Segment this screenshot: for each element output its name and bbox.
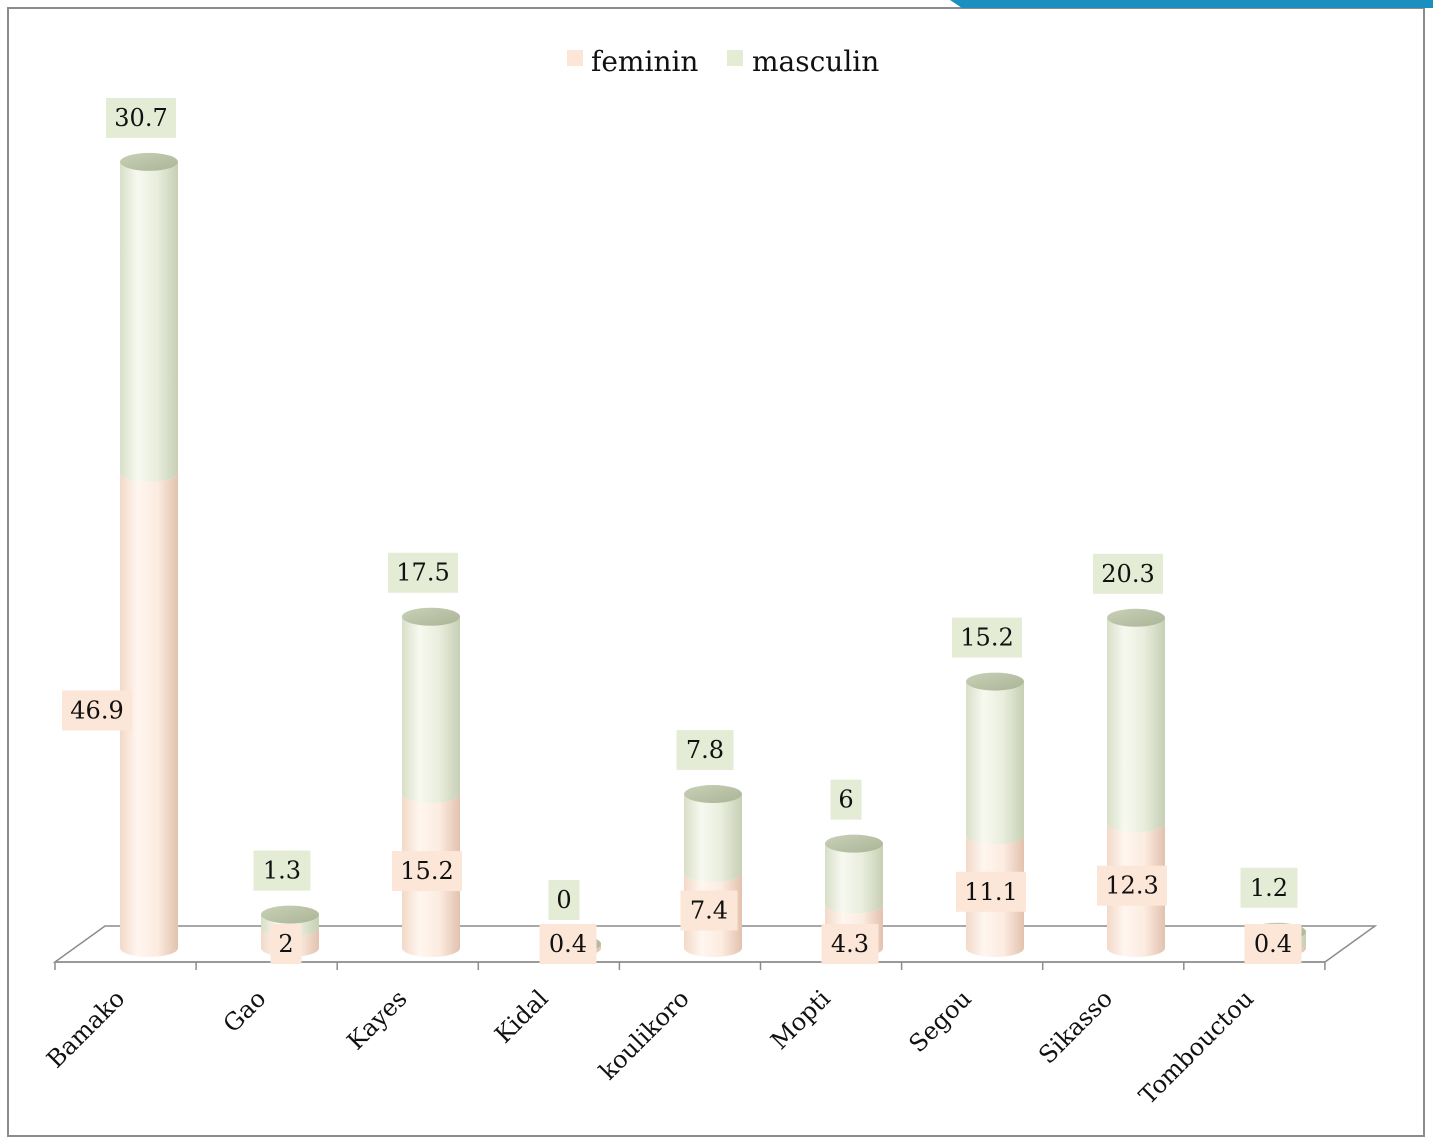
data-label-masculin-kayes: 17.5 bbox=[388, 552, 458, 593]
data-label-masculin-mopti: 6 bbox=[830, 779, 862, 820]
bar-top-cap-koulikoro bbox=[684, 785, 742, 804]
x-tick-label-koulikoro: koulikoro bbox=[594, 984, 695, 1085]
data-label-masculin-segou: 15.2 bbox=[952, 617, 1022, 658]
data-label-feminin-kayes: 15.2 bbox=[392, 851, 462, 892]
x-tick-label-kayes: Kayes bbox=[342, 984, 413, 1055]
x-axis-ticks bbox=[54, 962, 1326, 970]
data-label-masculin-kidal: 0 bbox=[548, 879, 580, 920]
data-label-masculin-segou-bg bbox=[952, 617, 1022, 658]
bar-masculin-sikasso bbox=[1107, 617, 1165, 833]
legend-swatch-feminin bbox=[567, 50, 583, 66]
data-label-feminin-segou-text: 11.1 bbox=[964, 878, 1017, 906]
x-tick-label-mopti: Mopti bbox=[765, 984, 836, 1055]
data-label-feminin-koulikoro: 7.4 bbox=[680, 890, 738, 931]
bar-group-kayes bbox=[402, 607, 460, 957]
data-label-masculin-gao-text: 1.3 bbox=[263, 857, 301, 885]
data-label-feminin-koulikoro-bg bbox=[680, 890, 738, 931]
data-label-feminin-kidal: 0.4 bbox=[539, 924, 597, 964]
data-label-masculin-tombouctou-text: 1.2 bbox=[1250, 874, 1288, 902]
data-label-feminin-mopti: 4.3 bbox=[821, 924, 879, 964]
x-tick-label-tombouctou: Tombouctou bbox=[1134, 984, 1260, 1110]
data-label-masculin-koulikoro-bg bbox=[676, 730, 734, 771]
x-tick-label-segou: Segou bbox=[903, 984, 976, 1057]
data-label-feminin-gao-text: 2 bbox=[278, 930, 293, 958]
data-label-masculin-koulikoro-text: 7.8 bbox=[686, 736, 724, 764]
data-label-feminin-bamako-bg bbox=[62, 690, 132, 731]
data-label-feminin-sikasso-bg bbox=[1097, 865, 1167, 906]
data-label-feminin-bamako: 46.9 bbox=[62, 690, 132, 731]
bar-group-segou bbox=[966, 672, 1024, 957]
bar-group-sikasso bbox=[1107, 608, 1165, 957]
x-tick-labels-layer: Bamako Gao Kayes Kidal koulikoro Mopti Segou Si… bbox=[41, 984, 1259, 1110]
data-label-feminin-koulikoro-text: 7.4 bbox=[690, 897, 728, 925]
data-label-masculin-kidal-bg bbox=[548, 879, 580, 920]
bar-feminin-bamako bbox=[120, 472, 178, 957]
corner-accent-bar bbox=[950, 0, 1433, 8]
bar-top-cap-sikasso bbox=[1107, 608, 1165, 627]
bar-masculin-mopti bbox=[825, 843, 883, 914]
data-label-feminin-kidal-bg bbox=[539, 924, 597, 964]
data-label-feminin-segou-bg bbox=[956, 871, 1026, 912]
data-label-masculin-sikasso: 20.3 bbox=[1093, 553, 1163, 594]
x-tick-label-sikasso: Sikasso bbox=[1033, 984, 1118, 1069]
data-label-masculin-mopti-bg bbox=[830, 779, 862, 820]
data-label-feminin-sikasso-text: 12.3 bbox=[1105, 872, 1158, 900]
data-label-masculin-kidal-text: 0 bbox=[556, 886, 571, 914]
data-label-feminin-kayes-text: 15.2 bbox=[400, 857, 453, 885]
data-label-masculin-bamako-text: 30.7 bbox=[114, 104, 167, 132]
data-label-masculin-kayes-bg bbox=[388, 552, 458, 593]
data-label-feminin-bamako-text: 46.9 bbox=[70, 696, 123, 724]
data-label-masculin-gao-bg bbox=[253, 850, 311, 891]
bar-masculin-kayes bbox=[402, 616, 460, 804]
bar-masculin-bamako bbox=[120, 161, 178, 482]
data-label-masculin-sikasso-bg bbox=[1093, 553, 1163, 594]
data-labels-layer: 46.9 30.7 2 1.3 15.2 17.5 0.4 0 7.4 7.8 4.3 6 11.1 15… bbox=[62, 97, 1302, 964]
data-label-masculin-segou-text: 15.2 bbox=[960, 624, 1013, 652]
data-label-feminin-tombouctou: 0.4 bbox=[1244, 924, 1302, 964]
legend-label-masculin: masculin bbox=[752, 45, 879, 78]
bar-top-cap-kayes bbox=[402, 607, 460, 626]
data-label-masculin-kayes-text: 17.5 bbox=[396, 559, 449, 587]
bar-top-cap-gao bbox=[261, 905, 319, 924]
bar-masculin-koulikoro bbox=[684, 794, 742, 883]
x-tick-label-kidal: Kidal bbox=[489, 984, 553, 1048]
data-label-masculin-koulikoro: 7.8 bbox=[676, 730, 734, 771]
data-label-feminin-kidal-text: 0.4 bbox=[549, 930, 587, 958]
data-label-feminin-gao: 2 bbox=[270, 924, 302, 964]
data-label-feminin-tombouctou-bg bbox=[1244, 924, 1302, 964]
data-label-feminin-kayes-bg bbox=[392, 851, 462, 892]
data-label-masculin-sikasso-text: 20.3 bbox=[1101, 560, 1154, 588]
data-label-feminin-sikasso: 12.3 bbox=[1097, 865, 1167, 906]
bar-top-cap-mopti bbox=[825, 834, 883, 853]
data-label-masculin-bamako-bg bbox=[106, 97, 176, 138]
bar-top-cap-bamako bbox=[120, 152, 178, 171]
data-label-masculin-bamako: 30.7 bbox=[106, 97, 176, 138]
bars-layer bbox=[120, 152, 1306, 957]
bar-group-koulikoro bbox=[684, 785, 742, 957]
data-label-masculin-mopti-text: 6 bbox=[838, 786, 853, 814]
data-label-masculin-tombouctou: 1.2 bbox=[1240, 867, 1298, 908]
bar-top-cap-segou bbox=[966, 672, 1024, 691]
data-label-feminin-mopti-text: 4.3 bbox=[831, 930, 869, 958]
legend: feminin masculin bbox=[567, 45, 879, 78]
legend-label-feminin: feminin bbox=[591, 45, 698, 78]
data-label-feminin-segou: 11.1 bbox=[956, 871, 1026, 912]
data-label-feminin-tombouctou-text: 0.4 bbox=[1254, 930, 1292, 958]
data-label-feminin-mopti-bg bbox=[821, 924, 879, 964]
bar-masculin-segou bbox=[966, 681, 1024, 845]
x-tick-label-gao: Gao bbox=[218, 984, 272, 1038]
data-label-masculin-gao: 1.3 bbox=[253, 850, 311, 891]
data-label-feminin-gao-bg bbox=[270, 924, 302, 964]
legend-swatch-masculin bbox=[727, 50, 743, 66]
data-label-masculin-tombouctou-bg bbox=[1240, 867, 1298, 908]
bar-group-bamako bbox=[120, 152, 178, 957]
x-tick-label-bamako: Bamako bbox=[41, 984, 130, 1073]
